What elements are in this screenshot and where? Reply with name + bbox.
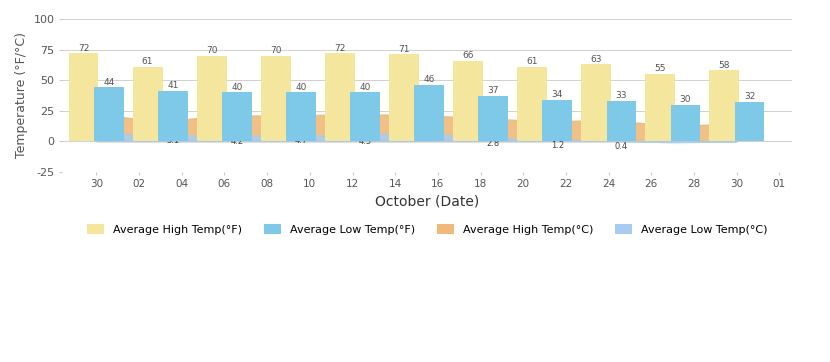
Text: 58: 58	[718, 61, 730, 70]
Bar	[222, 92, 252, 141]
Text: 22.1: 22.1	[75, 105, 93, 114]
Bar	[325, 53, 354, 141]
Text: 33: 33	[616, 91, 627, 100]
Text: 34: 34	[552, 90, 563, 99]
Text: 61: 61	[526, 57, 538, 66]
Text: 63: 63	[590, 55, 602, 64]
Bar	[517, 67, 547, 141]
Text: 72: 72	[334, 43, 345, 52]
X-axis label: October (Date): October (Date)	[375, 195, 480, 209]
Text: 17.3: 17.3	[587, 111, 605, 120]
Text: 32: 32	[744, 92, 755, 101]
Text: 7.5: 7.5	[422, 133, 436, 142]
Text: 4.5: 4.5	[359, 136, 372, 146]
Bar	[709, 70, 739, 141]
Text: 72: 72	[78, 43, 90, 52]
Text: 0.4: 0.4	[615, 142, 628, 151]
Text: 40: 40	[232, 83, 243, 92]
Bar	[543, 100, 573, 141]
Text: 30: 30	[680, 95, 691, 104]
Bar	[453, 60, 483, 141]
Bar	[95, 87, 124, 141]
Text: 41: 41	[168, 81, 179, 90]
Bar	[478, 96, 508, 141]
Text: 21.0: 21.0	[266, 106, 285, 115]
Text: 21.5: 21.5	[394, 106, 413, 114]
Text: 2.8: 2.8	[486, 139, 500, 148]
Bar	[607, 101, 637, 141]
Text: 16.2: 16.2	[523, 112, 541, 121]
Y-axis label: Temperature (°F/°C): Temperature (°F/°C)	[15, 32, 28, 158]
Text: 70: 70	[270, 46, 281, 55]
Bar	[197, 56, 227, 141]
Bar	[286, 92, 316, 141]
Text: 61: 61	[142, 57, 154, 66]
Bar	[133, 67, 163, 141]
Bar	[69, 53, 99, 141]
Text: 1.2: 1.2	[551, 141, 564, 150]
Text: 46: 46	[423, 75, 435, 84]
Legend: Average High Temp(°F), Average Low Temp(°F), Average High Temp(°C), Average Low : Average High Temp(°F), Average Low Temp(…	[83, 220, 772, 239]
Text: 12.5: 12.5	[651, 117, 669, 126]
Text: 40: 40	[295, 83, 307, 92]
Text: 55: 55	[654, 64, 666, 73]
Bar	[159, 91, 188, 141]
Bar	[261, 56, 290, 141]
Text: 4.2: 4.2	[231, 137, 244, 146]
Text: 66: 66	[462, 51, 474, 60]
Text: -0.1: -0.1	[741, 132, 758, 141]
Bar	[414, 85, 444, 141]
Text: 37: 37	[488, 87, 499, 95]
Bar	[645, 74, 675, 141]
Text: 21.0: 21.0	[203, 106, 221, 115]
Text: 22.0: 22.0	[330, 105, 349, 114]
Text: 4.7: 4.7	[295, 136, 308, 146]
Bar	[388, 54, 418, 141]
Bar	[350, 92, 380, 141]
Bar	[671, 105, 701, 141]
Bar	[581, 64, 611, 141]
Text: 6.5: 6.5	[103, 134, 115, 143]
Text: -0.9: -0.9	[677, 133, 694, 142]
Text: 14.3: 14.3	[715, 114, 733, 123]
Text: 18.9: 18.9	[458, 109, 477, 118]
Text: 44: 44	[104, 78, 115, 87]
Text: 40: 40	[359, 83, 371, 92]
Bar	[735, 102, 764, 141]
Text: 5.1: 5.1	[167, 136, 180, 145]
Text: 71: 71	[398, 45, 409, 54]
Text: 70: 70	[206, 46, 217, 55]
Text: 16.1: 16.1	[139, 112, 157, 121]
